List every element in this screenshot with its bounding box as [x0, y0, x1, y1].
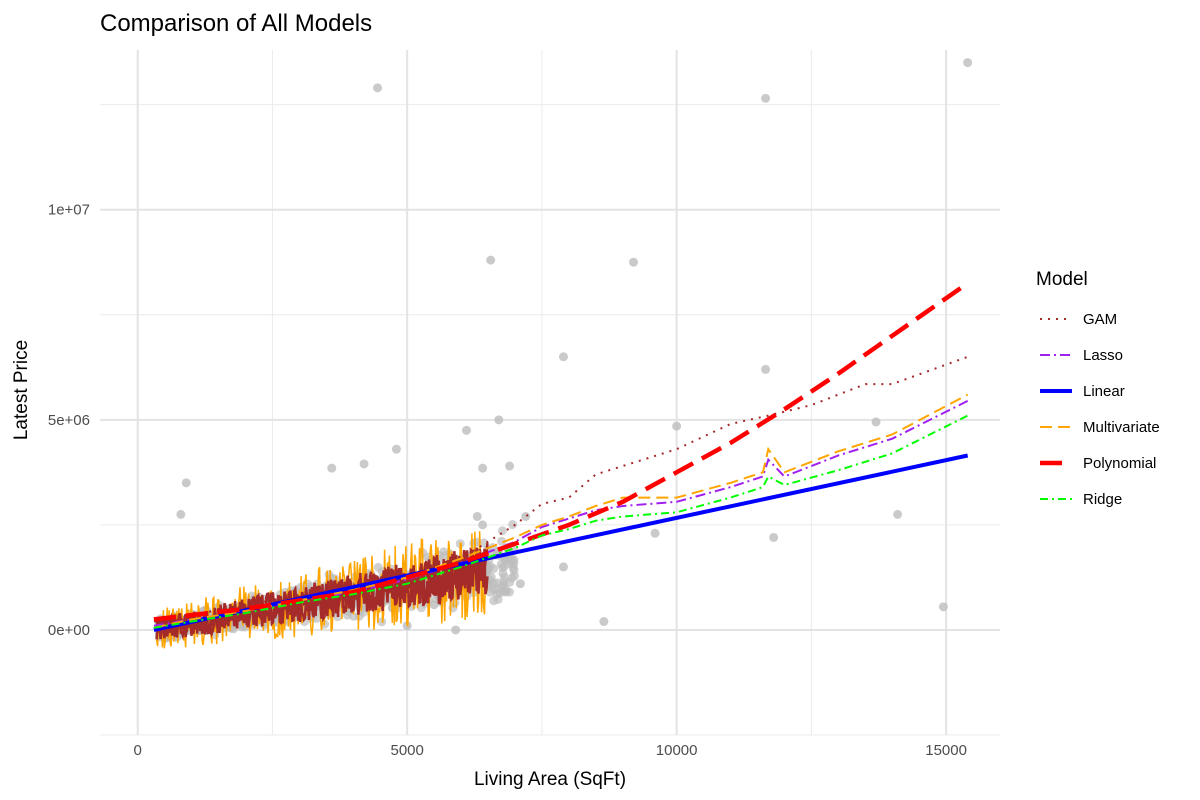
scatter-point — [429, 600, 439, 610]
scatter-point — [439, 547, 449, 557]
scatter-point — [349, 611, 359, 621]
y-tick-label: 0e+00 — [48, 622, 90, 639]
legend-label-lasso: Lasso — [1083, 347, 1123, 364]
scatter-point — [521, 511, 531, 521]
scatter-point — [181, 478, 191, 488]
legend-label-gam: GAM — [1083, 311, 1117, 328]
scatter-point — [893, 509, 903, 519]
legend-label-ridge: Ridge — [1083, 491, 1122, 508]
scatter-point — [507, 573, 517, 583]
scatter-point — [558, 562, 568, 572]
series-line-lasso — [153, 400, 969, 627]
scatter-point — [938, 602, 948, 612]
scatter-point — [478, 463, 488, 473]
scatter-point — [501, 555, 511, 565]
x-tick-label: 0 — [134, 742, 142, 759]
scatter-point — [963, 58, 973, 68]
scatter-point — [493, 594, 503, 604]
scatter-point — [327, 463, 337, 473]
y-axis-label: Latest Price — [11, 340, 32, 440]
scatter-point — [472, 511, 482, 521]
scatter-point — [488, 578, 498, 588]
scatter-point — [391, 444, 401, 454]
legend: Model GAM Lasso Linear Multivariate Polynomi… — [1036, 269, 1160, 508]
x-tick-label: 10000 — [656, 742, 698, 759]
scatter-point — [461, 425, 471, 435]
scatter-points — [176, 58, 973, 635]
scatter-point — [499, 572, 509, 582]
scatter-point — [359, 459, 369, 469]
x-tick-label: 15000 — [925, 742, 967, 759]
axis-ticks: 0 5000 10000 15000 0e+00 5e+06 1e+07 — [48, 202, 967, 759]
scatter-point — [377, 617, 387, 627]
scatter-point — [769, 532, 779, 542]
scatter-point — [509, 555, 519, 565]
legend-label-multivariate: Multivariate — [1083, 419, 1160, 436]
scatter-point — [505, 461, 515, 471]
scatter-point — [494, 415, 504, 425]
scatter-point — [508, 520, 518, 530]
series-line-ridge — [153, 414, 969, 629]
scatter-point — [558, 352, 568, 362]
chart-title: Comparison of All Models — [100, 10, 372, 37]
scatter-point — [672, 421, 682, 431]
legend-label-polynomial: Polynomial — [1083, 455, 1156, 472]
scatter-point — [497, 536, 507, 546]
x-tick-label: 5000 — [390, 742, 423, 759]
scatter-point — [451, 625, 461, 635]
scatter-point — [469, 538, 479, 548]
x-axis-label: Living Area (SqFt) — [474, 769, 626, 790]
scatter-point — [629, 257, 639, 267]
legend-title: Model — [1036, 269, 1088, 290]
scatter-point — [650, 528, 660, 538]
scatter-point — [373, 83, 383, 93]
y-tick-label: 1e+07 — [48, 202, 90, 219]
scatter-point — [515, 579, 525, 589]
scatter-point — [509, 565, 519, 575]
scatter-point — [324, 570, 334, 580]
scatter-point — [761, 364, 771, 374]
scatter-point — [485, 587, 495, 597]
scatter-point — [497, 526, 507, 536]
scatter-point — [599, 617, 609, 627]
y-tick-label: 5e+06 — [48, 412, 90, 429]
scatter-point — [478, 520, 488, 530]
legend-label-linear: Linear — [1083, 383, 1125, 400]
scatter-point — [502, 586, 512, 596]
model-lines — [153, 281, 969, 649]
series-line-polynomial — [153, 281, 969, 622]
scatter-point — [871, 417, 881, 427]
scatter-point — [761, 93, 771, 103]
scatter-point — [176, 509, 186, 519]
scatter-point — [486, 255, 496, 265]
